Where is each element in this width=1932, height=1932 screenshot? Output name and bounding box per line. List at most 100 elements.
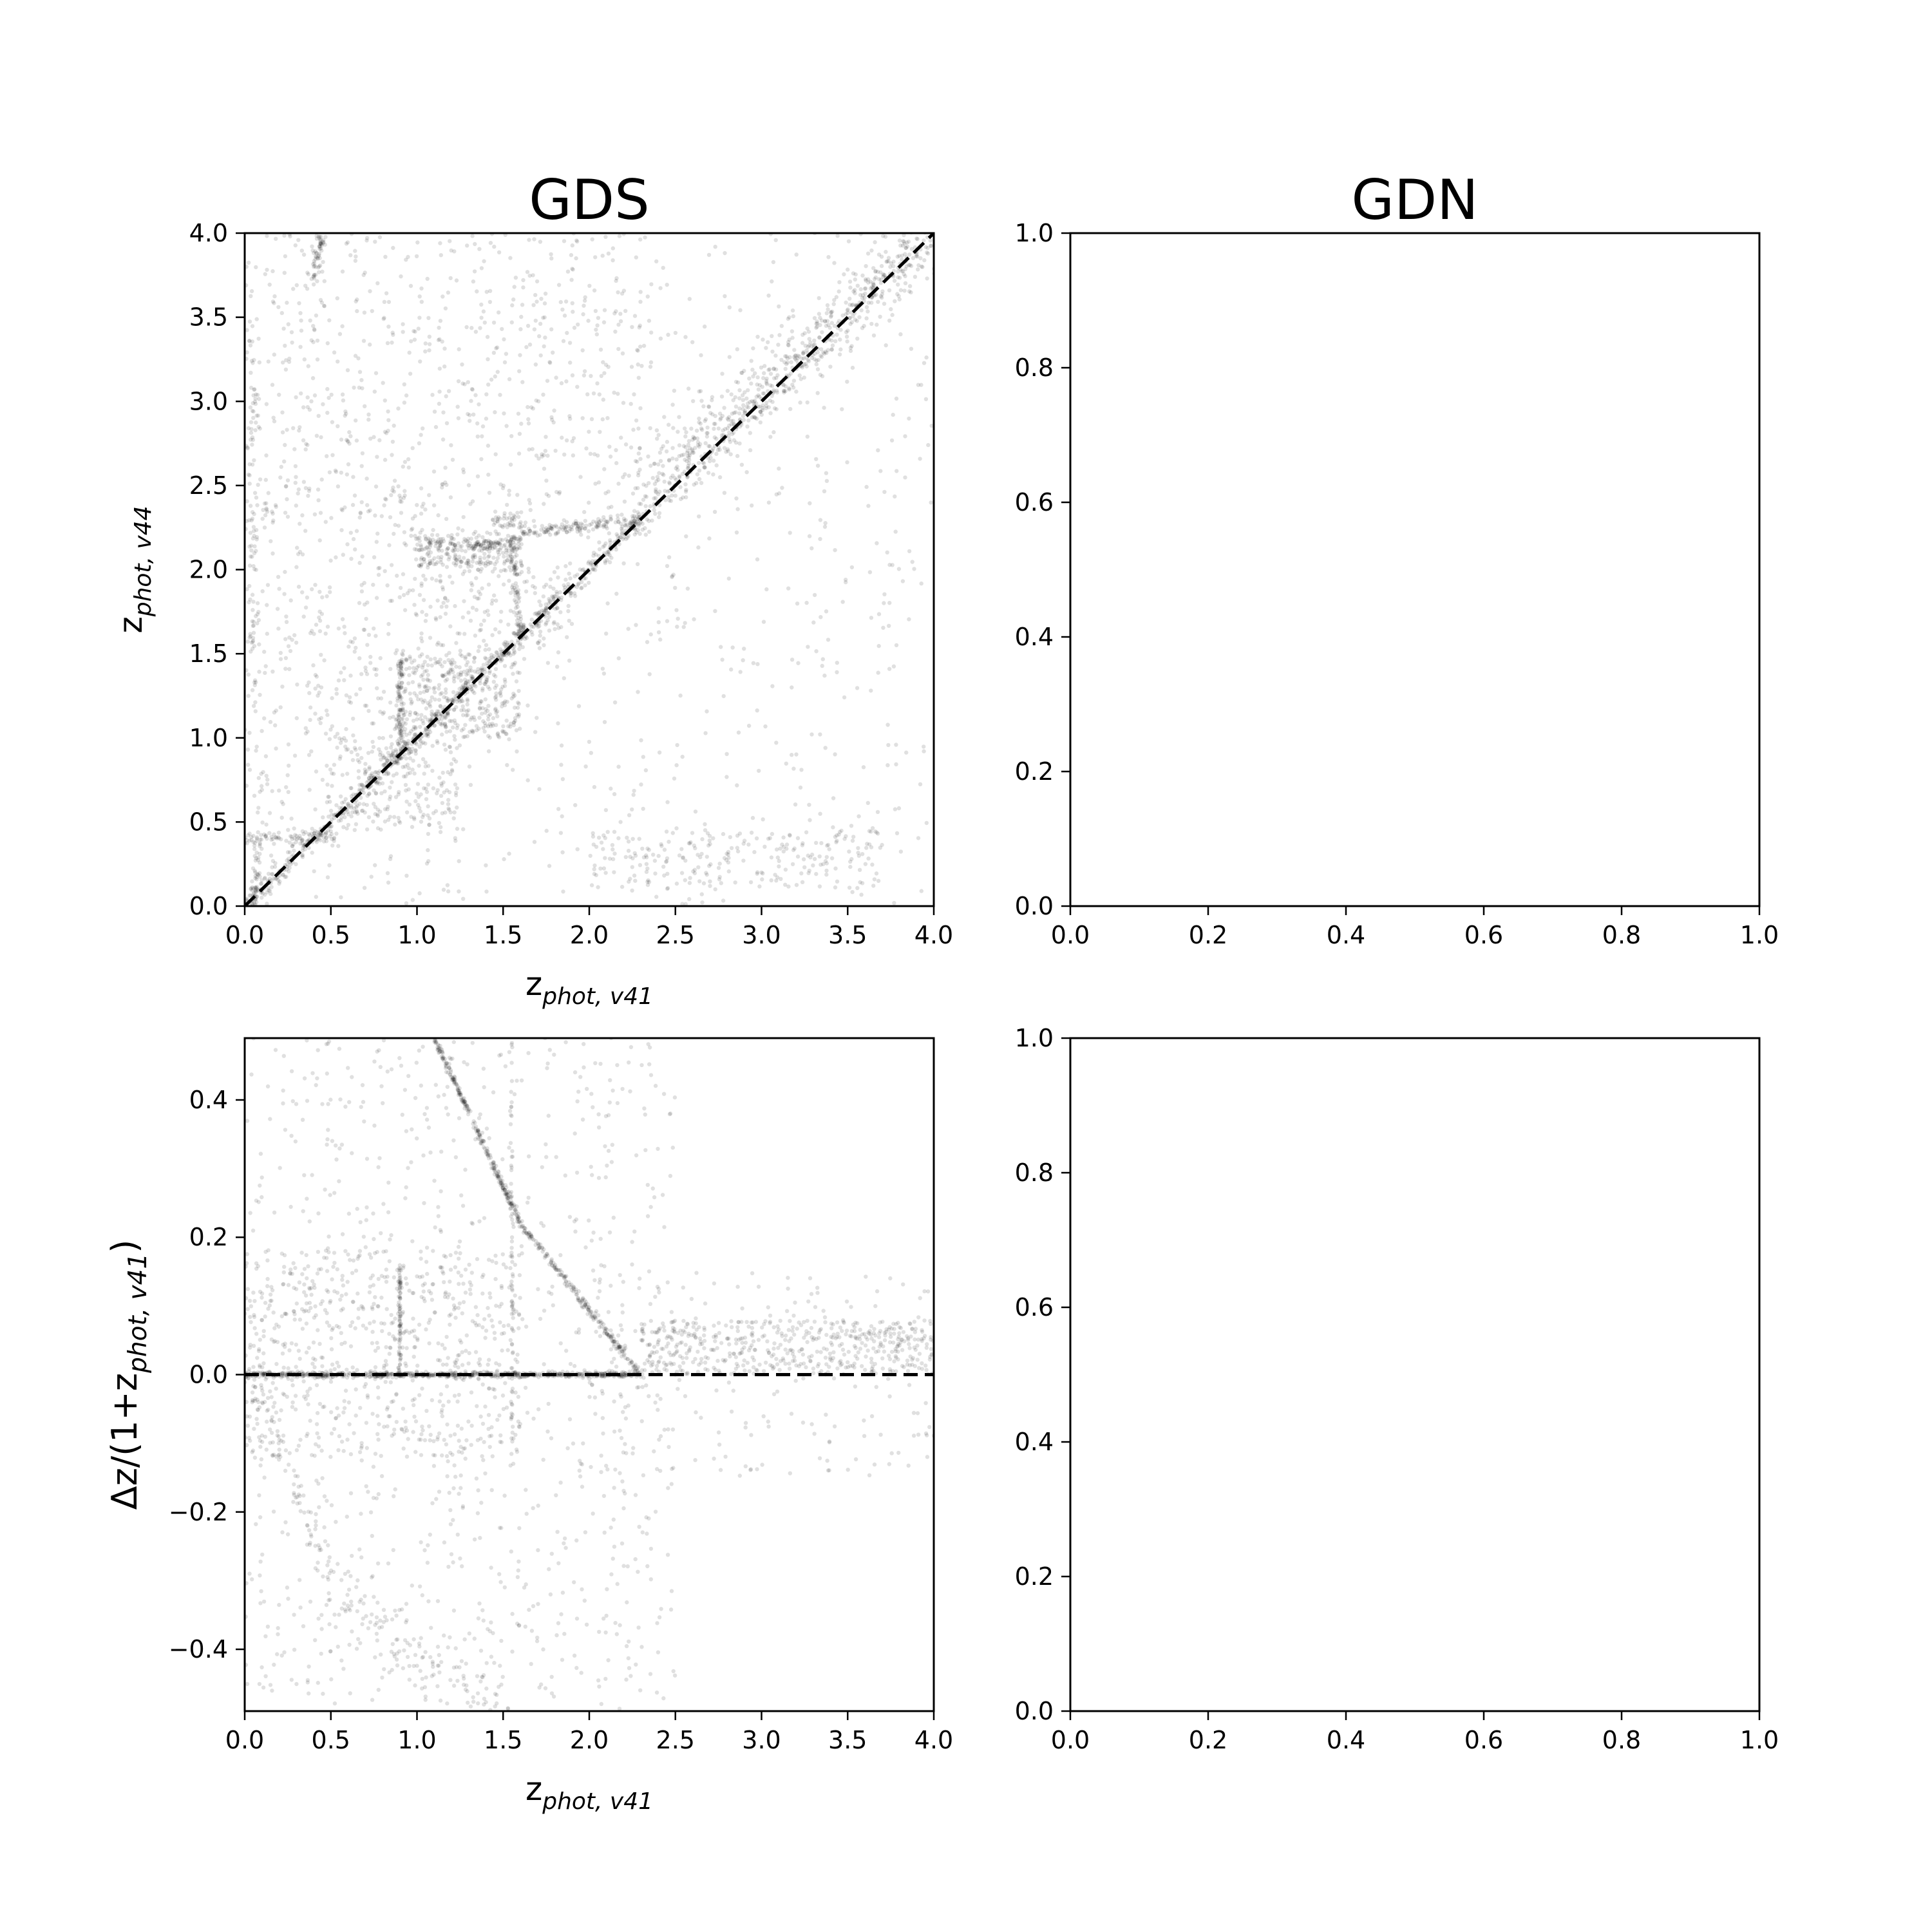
scatter-point xyxy=(490,569,495,574)
scatter-point xyxy=(519,314,524,319)
scatter-point xyxy=(481,542,486,546)
scatter-point xyxy=(374,371,379,375)
scatter-point xyxy=(431,786,436,791)
scatter-point xyxy=(705,434,710,439)
scatter-point xyxy=(524,636,529,640)
scatter-point xyxy=(354,438,359,443)
scatter-point xyxy=(438,574,442,578)
scatter-point xyxy=(665,856,670,861)
scatter-point xyxy=(536,621,542,626)
scatter-point xyxy=(552,408,556,413)
scatter-point xyxy=(846,310,850,315)
scatter-point xyxy=(790,658,795,662)
scatter-point xyxy=(552,570,557,574)
scatter-point xyxy=(405,591,410,596)
scatter-point xyxy=(401,739,406,744)
scatter-point xyxy=(479,302,484,307)
scatter-point xyxy=(471,729,475,734)
scatter-point xyxy=(313,257,317,261)
scatter-point xyxy=(432,690,437,695)
scatter-point xyxy=(493,509,498,514)
scatter-point xyxy=(422,560,427,564)
scatter-point xyxy=(278,650,283,655)
scatter-point xyxy=(512,649,516,653)
scatter-point xyxy=(313,687,317,691)
scatter-point xyxy=(430,558,435,563)
scatter-point xyxy=(513,554,517,559)
scatter-point xyxy=(782,388,786,393)
scatter-point xyxy=(752,398,757,403)
scatter-point xyxy=(748,400,752,404)
scatter-point xyxy=(398,707,402,712)
scatter-point xyxy=(677,415,681,419)
scatter-point xyxy=(605,416,610,421)
scatter-point xyxy=(819,615,823,620)
scatter-point xyxy=(449,762,454,766)
scatter-point xyxy=(538,629,543,634)
scatter-point xyxy=(426,547,431,552)
scatter-point xyxy=(497,310,501,315)
scatter-point xyxy=(399,735,403,741)
scatter-point xyxy=(374,672,379,677)
scatter-point xyxy=(386,325,391,329)
scatter-point xyxy=(544,492,549,497)
scatter-point xyxy=(564,577,568,582)
scatter-point xyxy=(688,841,692,846)
scatter-point xyxy=(439,712,444,717)
scatter-point xyxy=(640,527,645,532)
scatter-point xyxy=(513,591,517,595)
scatter-point xyxy=(489,655,494,660)
scatter-point xyxy=(649,464,653,468)
scatter-point xyxy=(455,690,460,696)
scatter-point xyxy=(766,405,772,410)
scatter-point xyxy=(507,851,511,856)
scatter-point xyxy=(247,831,252,836)
scatter-point xyxy=(465,543,470,548)
scatter-point xyxy=(696,443,701,448)
scatter-point xyxy=(857,853,862,858)
scatter-point xyxy=(390,742,394,746)
scatter-point xyxy=(298,833,302,838)
scatter-point xyxy=(848,303,852,307)
scatter-point xyxy=(417,592,422,597)
scatter-point xyxy=(414,536,419,541)
scatter-point xyxy=(300,590,305,594)
scatter-point xyxy=(285,428,289,432)
scatter-point xyxy=(495,556,500,560)
scatter-point xyxy=(323,234,328,240)
scatter-point xyxy=(466,558,471,563)
scatter-point xyxy=(748,431,753,435)
scatter-point xyxy=(771,260,776,265)
scatter-point xyxy=(636,426,641,431)
scatter-point xyxy=(923,245,928,249)
scatter-point xyxy=(343,815,347,820)
scatter-point xyxy=(794,358,799,363)
scatter-point xyxy=(815,464,820,468)
scatter-point xyxy=(916,836,921,840)
scatter-point xyxy=(489,540,493,544)
scatter-point xyxy=(533,611,537,616)
scatter-point xyxy=(516,622,520,627)
scatter-point xyxy=(313,712,317,716)
scatter-point xyxy=(286,742,291,747)
scatter-point xyxy=(531,518,536,523)
scatter-point xyxy=(270,383,275,387)
scatter-point xyxy=(720,413,725,419)
x-tick-label: 4.0 xyxy=(914,921,953,949)
scatter-point xyxy=(826,348,831,352)
scatter-point xyxy=(684,495,688,500)
scatter-point xyxy=(504,551,509,555)
scatter-point xyxy=(907,263,911,267)
scatter-point xyxy=(387,797,392,802)
scatter-point xyxy=(474,576,478,580)
x-tick-label: 2.5 xyxy=(656,921,695,949)
scatter-point xyxy=(656,492,661,497)
scatter-point xyxy=(640,846,645,851)
scatter-point xyxy=(325,712,330,717)
scatter-point xyxy=(330,696,334,701)
scatter-point xyxy=(511,538,516,543)
scatter-point xyxy=(401,743,406,748)
scatter-point xyxy=(594,564,598,569)
scatter-point xyxy=(502,516,506,521)
scatter-point xyxy=(399,672,404,677)
